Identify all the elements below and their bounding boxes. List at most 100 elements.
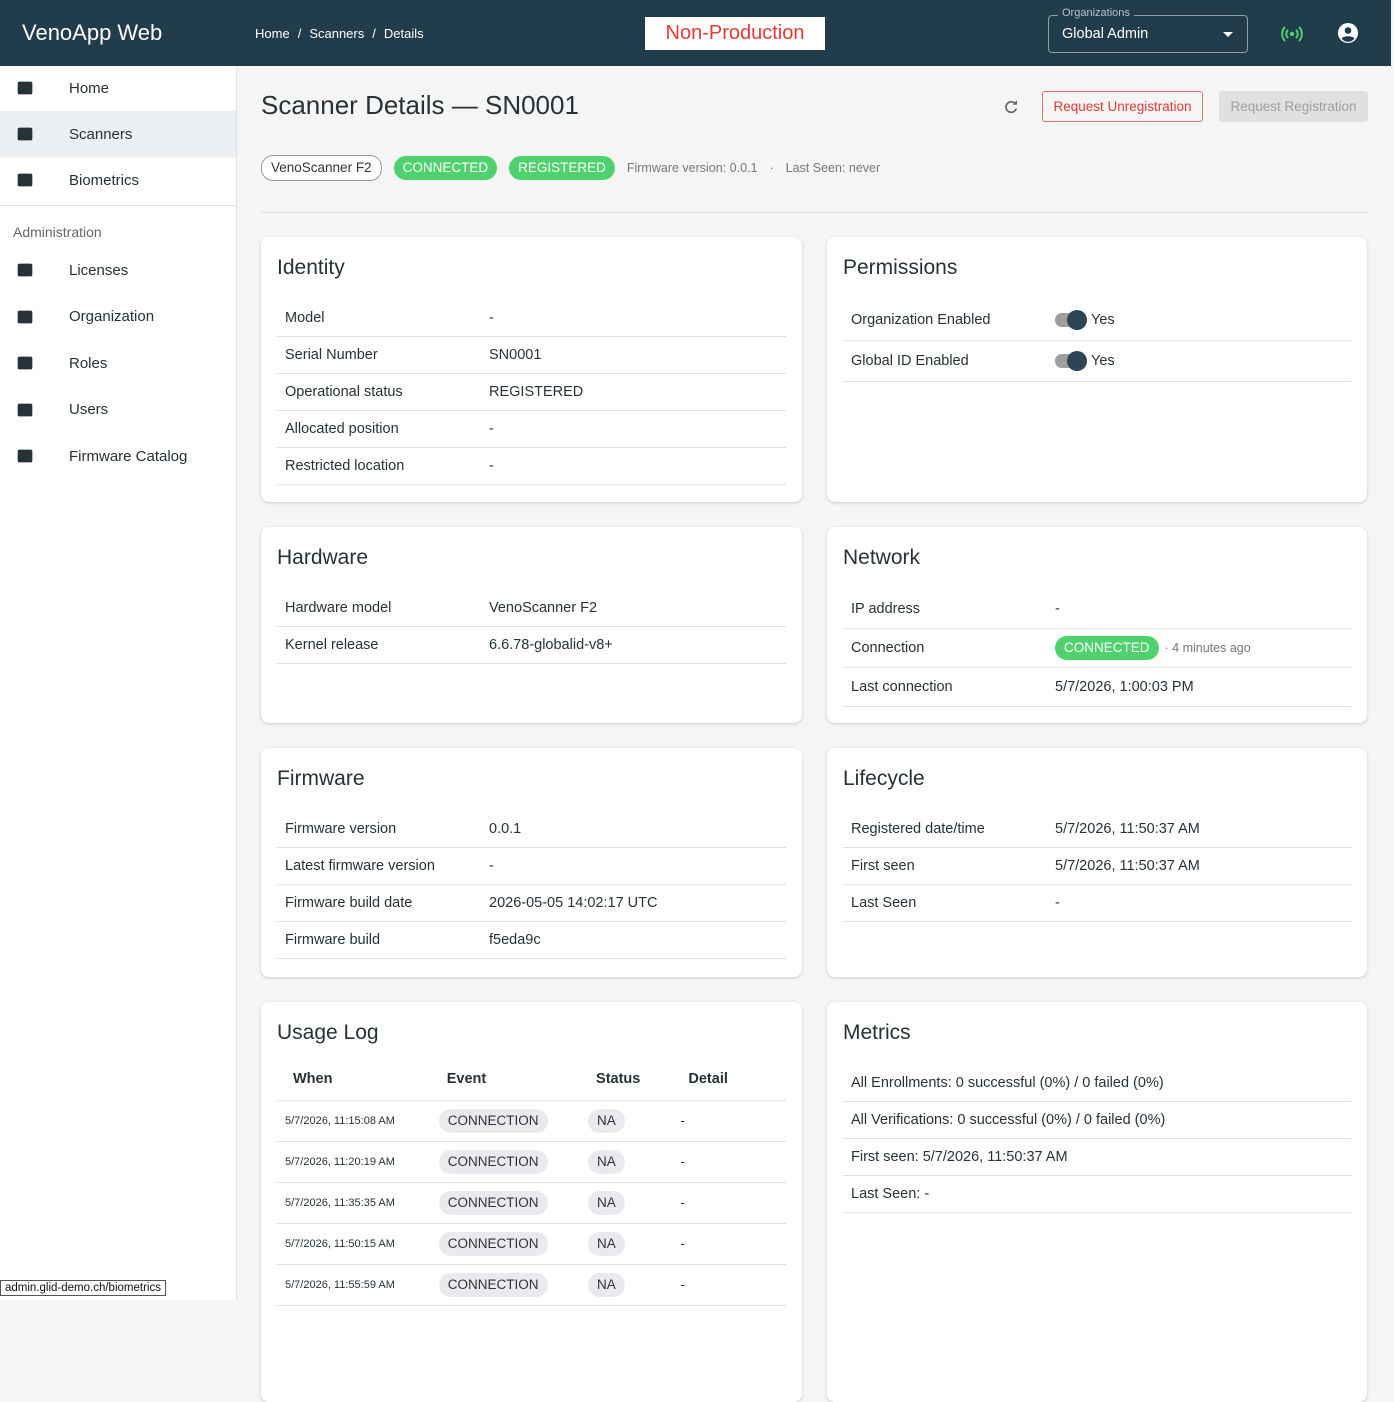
row-label: Last Seen xyxy=(851,895,917,911)
nav-item[interactable]: Users xyxy=(0,387,236,433)
breadcrumbs: Home / Scanners / Details xyxy=(255,26,424,41)
table-cell: CONNECTION xyxy=(430,1264,581,1306)
row-label: Registered date/time xyxy=(851,821,985,837)
main-content: Scanner Details — SN0001 Request Unregist… xyxy=(237,66,1394,1402)
table-cell: 5/7/2026, 11:20:19 AM xyxy=(277,1141,431,1183)
card-title: Hardware xyxy=(277,546,369,569)
nav-item[interactable]: Firmware Catalog xyxy=(0,433,236,479)
table-cell: - xyxy=(672,1141,786,1183)
row-note: · 4 minutes ago xyxy=(1164,641,1251,655)
usage-table: When Event Status Detail 5/7/2026, 11:15:08 … xyxy=(277,1059,786,1306)
cell-text: CONNECTION xyxy=(438,1231,548,1256)
row-label: Latest firmware version xyxy=(285,858,435,874)
row-label: Operational status xyxy=(285,384,403,400)
row-value: Yes xyxy=(1091,353,1115,369)
account-icon[interactable] xyxy=(1336,21,1360,45)
row-label: Hardware model xyxy=(285,600,392,616)
table-cell: - xyxy=(672,1264,786,1306)
nav-label: Roles xyxy=(69,354,108,372)
card: Network IP address - Connection CONNECTED · 4… xyxy=(827,527,1367,723)
cell-text: - xyxy=(680,1195,685,1210)
table-cell: 5/7/2026, 11:50:15 AM xyxy=(277,1223,431,1265)
toggle[interactable] xyxy=(1055,351,1087,371)
column-header: Event xyxy=(430,1059,581,1101)
card: Firmware Firmware version 0.0.1 Latest firm… xyxy=(261,748,802,977)
table-cell: CONNECTION xyxy=(430,1100,581,1142)
nav-item[interactable]: Scanners xyxy=(0,111,236,157)
status-chip: CONNECTED xyxy=(1055,636,1159,660)
row-value: - xyxy=(489,858,494,874)
cell-text: NA xyxy=(588,1231,625,1256)
detail-row: First seen 5/7/2026, 11:50:37 AM xyxy=(843,848,1351,885)
detail-row: Allocated position - xyxy=(277,411,786,448)
app-title: VenoApp Web xyxy=(22,20,163,45)
table-cell: 5/7/2026, 11:15:08 AM xyxy=(277,1100,431,1142)
row-value: - xyxy=(489,458,494,474)
row-value: 5/7/2026, 11:50:37 AM xyxy=(1055,821,1200,837)
nav-label: Firmware Catalog xyxy=(69,447,188,465)
status-chip: CONNECTED xyxy=(393,156,498,180)
detail-row: Firmware version 0.0.1 xyxy=(277,811,786,848)
table-cell: NA xyxy=(580,1141,673,1183)
row-label: Firmware build date xyxy=(285,895,413,911)
card: Identity Model - Serial Number SN0001 Operati… xyxy=(261,237,802,502)
page-title: Scanner Details — SN0001 xyxy=(261,90,579,120)
nav-item[interactable]: Biometrics xyxy=(0,157,236,203)
cell-text: CONNECTION xyxy=(438,1108,548,1133)
card-title: Identity xyxy=(277,256,345,279)
row-label: Serial Number xyxy=(285,347,378,363)
cell-text: NA xyxy=(588,1149,625,1174)
card-title: Usage Log xyxy=(277,1021,379,1044)
nav-item[interactable]: Organization xyxy=(0,294,236,340)
refresh-icon[interactable] xyxy=(1002,98,1020,116)
row-value: VenoScanner F2 xyxy=(489,600,598,616)
nav-item[interactable]: Home xyxy=(0,65,236,111)
breadcrumb-separator: / xyxy=(297,26,302,41)
row-value: 6.6.78-globalid-v8+ xyxy=(489,637,613,653)
cell-text: - xyxy=(680,1113,685,1128)
table-cell: NA xyxy=(580,1264,673,1306)
detail-row: Model - xyxy=(277,300,786,337)
nav-item[interactable]: Licenses xyxy=(0,247,236,293)
card-title: Firmware xyxy=(277,767,365,790)
detail-row: Connection CONNECTED · 4 minutes ago xyxy=(843,629,1351,668)
toggle[interactable] xyxy=(1055,310,1087,330)
table-cell: CONNECTION xyxy=(430,1141,581,1183)
toggle-knob xyxy=(1067,351,1087,371)
table-row: 5/7/2026, 11:20:19 AM CONNECTION NA - xyxy=(277,1141,786,1183)
table-cell: NA xyxy=(580,1223,673,1265)
column-header: Status xyxy=(580,1059,673,1101)
cell-text: - xyxy=(680,1236,685,1251)
breadcrumb[interactable]: Home xyxy=(255,26,290,41)
row-value: - xyxy=(489,310,494,326)
breadcrumb[interactable]: Scanners xyxy=(309,26,365,41)
connection-icon xyxy=(1281,26,1303,42)
metric-row: All Enrollments: 0 successful (0%) / 0 f… xyxy=(843,1065,1351,1102)
row-value: 5/7/2026, 11:50:37 AM xyxy=(1055,858,1200,874)
card: Permissions Organization Enabled Yes Global… xyxy=(827,237,1367,502)
row-value: f5eda9c xyxy=(489,932,541,948)
card-title: Metrics xyxy=(843,1021,911,1044)
card-title: Network xyxy=(843,546,921,569)
row-value: 2026-05-05 14:02:17 UTC xyxy=(489,895,658,911)
organization-select[interactable]: Organizations Global Admin xyxy=(1048,7,1248,53)
column-header: Detail xyxy=(672,1059,786,1101)
detail-row: Global ID Enabled Yes xyxy=(843,341,1351,382)
button[interactable]: Request Registration xyxy=(1219,91,1368,122)
status-chip: REGISTERED xyxy=(509,156,615,180)
cell-text: NA xyxy=(588,1108,625,1133)
row-value: - xyxy=(1055,601,1060,617)
row-label: Global ID Enabled xyxy=(851,353,969,369)
toggle-knob xyxy=(1067,310,1087,330)
nav-label: Home xyxy=(69,79,110,97)
row-value: 0.0.1 xyxy=(489,821,522,837)
button[interactable]: Request Unregistration xyxy=(1042,91,1203,122)
breadcrumb: Details xyxy=(383,26,424,41)
row-value: Yes xyxy=(1091,312,1115,328)
select-value: Global Admin xyxy=(1062,26,1149,42)
card: Lifecycle Registered date/time 5/7/2026, 1… xyxy=(827,748,1367,977)
row-label: Firmware version xyxy=(285,821,397,837)
metric-row: First seen: 5/7/2026, 11:50:37 AM xyxy=(843,1139,1351,1176)
nav-item[interactable]: Roles xyxy=(0,340,236,386)
table-cell: NA xyxy=(580,1100,673,1142)
